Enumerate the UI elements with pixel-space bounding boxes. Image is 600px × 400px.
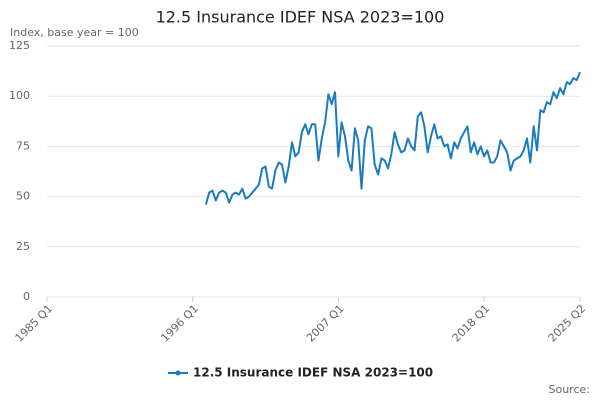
x-tick-label: 2025 Q2 — [546, 302, 589, 345]
y-tick-label: 125 — [9, 39, 30, 52]
y-tick-label: 75 — [16, 139, 30, 152]
y-tick-label: 100 — [9, 89, 30, 102]
y-axis-label: Index, base year = 100 — [10, 26, 139, 39]
y-tick-label: 25 — [16, 240, 30, 253]
x-tick-label: 2007 Q1 — [304, 302, 347, 345]
x-tick-label: 2018 Q1 — [450, 302, 493, 345]
y-tick-label: 0 — [23, 290, 30, 303]
legend-label: 12.5 Insurance IDEF NSA 2023=100 — [193, 366, 433, 380]
x-tick-label: 1985 Q1 — [13, 302, 56, 345]
series-line — [204, 71, 581, 205]
x-tick-label: 1996 Q1 — [158, 302, 201, 345]
y-tick-label: 50 — [16, 190, 30, 203]
chart-title: 12.5 Insurance IDEF NSA 2023=100 — [156, 8, 445, 27]
legend-marker — [175, 370, 181, 376]
source: Source: — [549, 383, 591, 396]
